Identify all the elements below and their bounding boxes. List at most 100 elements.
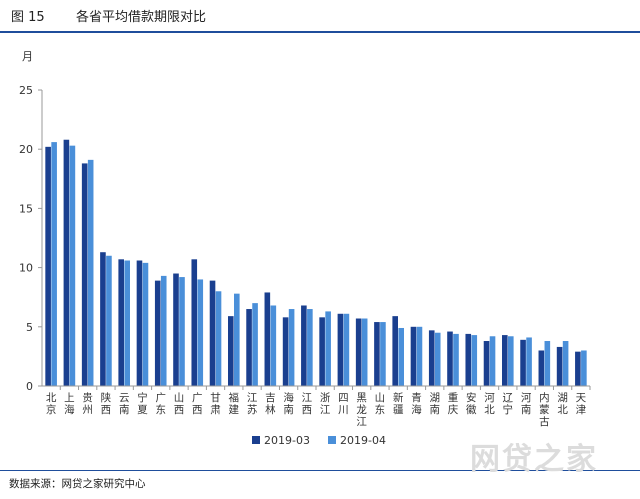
bar-2019-03-广西 <box>191 259 198 386</box>
bar-2019-03-河北 <box>483 341 490 386</box>
x-tick-label: 黑龙江 <box>356 392 367 428</box>
bar-2019-03-黑龙江 <box>355 318 362 386</box>
bar-2019-04-河南 <box>526 337 532 386</box>
x-tick-label: 吉林 <box>265 392 276 416</box>
bar-2019-04-湖北 <box>562 341 569 386</box>
x-tick-label: 山东 <box>375 392 386 416</box>
bar-2019-04-甘肃 <box>215 291 222 386</box>
bar-2019-04-贵州 <box>87 159 94 386</box>
bar-2019-03-浙江 <box>319 317 325 386</box>
x-tick-label: 安徽 <box>466 391 477 416</box>
bar-chart: 月 0 5 10 15 20 25 北京上海贵州陕西云南宁夏广东山西广西甘肃福建江苏吉林海… <box>19 50 591 447</box>
bar-2019-03-贵州 <box>81 163 88 386</box>
bottom-rule <box>0 470 640 471</box>
bar-2019-04-山西 <box>179 277 185 386</box>
bar-2019-04-北京 <box>51 142 57 386</box>
x-tick-label: 江西 <box>302 392 313 416</box>
bar-2019-03-安徽 <box>465 333 472 386</box>
x-tick-label: 贵州 <box>82 391 93 416</box>
bar-2019-03-北京 <box>45 146 51 386</box>
x-tick-label: 云南 <box>119 392 130 416</box>
x-tick-label: 浙江 <box>320 392 331 416</box>
x-tick-label: 北京 <box>46 392 57 416</box>
bar-2019-04-吉林 <box>270 305 277 386</box>
chart-title: 各省平均借款期限对比 <box>76 10 207 25</box>
bar-2019-03-广东 <box>154 280 161 386</box>
x-tick-label: 河南 <box>521 392 532 416</box>
legend: 2019-03 2019-04 <box>252 434 386 447</box>
y-tick-label: 20 <box>19 143 33 156</box>
x-tick-label: 新疆 <box>393 391 404 416</box>
bar-2019-03-上海 <box>63 139 70 386</box>
figure-label: 图 15 <box>11 10 45 25</box>
bar-2019-03-重庆 <box>447 331 453 386</box>
legend-label: 2019-03 <box>264 434 310 447</box>
x-tick-label: 四川 <box>338 392 349 416</box>
bar-2019-04-黑龙江 <box>361 318 368 386</box>
bars <box>45 139 587 386</box>
bar-2019-04-江西 <box>307 309 313 386</box>
bar-2019-04-重庆 <box>453 333 459 386</box>
bar-2019-03-河南 <box>520 339 526 386</box>
bar-2019-04-宁夏 <box>142 262 149 386</box>
x-tick-label: 河北 <box>484 392 495 416</box>
x-tick-label: 广西 <box>192 392 203 416</box>
bar-2019-03-内蒙古 <box>538 350 545 386</box>
bar-2019-04-河北 <box>489 336 496 386</box>
legend-label: 2019-04 <box>340 434 386 447</box>
bar-2019-04-福建 <box>234 293 240 386</box>
source-note: 数据来源：网贷之家研究中心 <box>9 478 146 490</box>
title-bar: 图 15 各省平均借款期限对比 <box>0 0 640 34</box>
bar-2019-04-云南 <box>124 260 130 386</box>
bar-2019-03-云南 <box>118 259 124 386</box>
bar-2019-04-辽宁 <box>508 336 514 386</box>
top-rule <box>0 31 640 33</box>
y-tick-label: 15 <box>19 202 33 215</box>
bar-2019-03-山西 <box>173 273 179 386</box>
bar-2019-03-吉林 <box>264 292 271 386</box>
x-tick-label: 上海 <box>64 392 75 416</box>
x-tick-label: 宁夏 <box>137 391 148 416</box>
x-tick-label: 湖南 <box>429 392 440 416</box>
x-tick-label: 甘肃 <box>210 391 221 416</box>
bar-2019-03-陕西 <box>100 252 106 386</box>
bar-2019-04-广东 <box>160 275 167 386</box>
bar-2019-04-江苏 <box>252 303 258 386</box>
bar-2019-04-湖南 <box>434 332 441 386</box>
bar-2019-03-湖北 <box>556 346 563 386</box>
bar-2019-03-天津 <box>575 351 581 386</box>
bar-2019-04-上海 <box>69 145 76 386</box>
x-tick-label: 天津 <box>576 392 587 416</box>
x-tick-label: 重庆 <box>448 391 459 416</box>
bar-2019-03-山东 <box>374 322 380 386</box>
x-tick-label: 广东 <box>155 392 166 416</box>
legend-swatch <box>328 436 336 444</box>
bar-2019-03-湖南 <box>428 330 435 386</box>
y-axis: 0 5 10 15 20 25 <box>19 84 43 393</box>
bar-2019-03-辽宁 <box>502 335 508 386</box>
x-tick-label: 陕西 <box>101 391 112 416</box>
y-unit-label: 月 <box>22 50 33 63</box>
bar-2019-03-福建 <box>228 316 234 386</box>
y-tick-label: 5 <box>26 321 33 334</box>
bar-2019-03-新疆 <box>392 316 398 386</box>
bar-2019-03-青海 <box>410 326 417 386</box>
bar-2019-03-江西 <box>301 305 307 386</box>
bar-2019-04-天津 <box>581 350 587 386</box>
y-tick-label: 10 <box>19 262 33 275</box>
bar-2019-03-四川 <box>337 313 344 386</box>
bar-2019-04-青海 <box>416 326 423 386</box>
x-tick-label: 内蒙古 <box>539 391 550 428</box>
bar-2019-04-广西 <box>197 279 204 386</box>
x-axis: 北京上海贵州陕西云南宁夏广东山西广西甘肃福建江苏吉林海南江西浙江四川黑龙江山东新… <box>42 385 591 428</box>
y-tick-label: 0 <box>26 380 33 393</box>
x-tick-label: 山西 <box>174 392 185 416</box>
bar-2019-03-海南 <box>282 317 289 386</box>
bar-2019-04-浙江 <box>325 311 331 386</box>
watermark: 网贷之家 <box>470 442 598 477</box>
x-tick-label: 江苏 <box>247 392 258 416</box>
x-tick-label: 辽宁 <box>503 392 514 416</box>
bar-2019-03-甘肃 <box>209 280 216 386</box>
bar-2019-03-江苏 <box>246 309 252 386</box>
x-tick-label: 福建 <box>229 391 240 416</box>
